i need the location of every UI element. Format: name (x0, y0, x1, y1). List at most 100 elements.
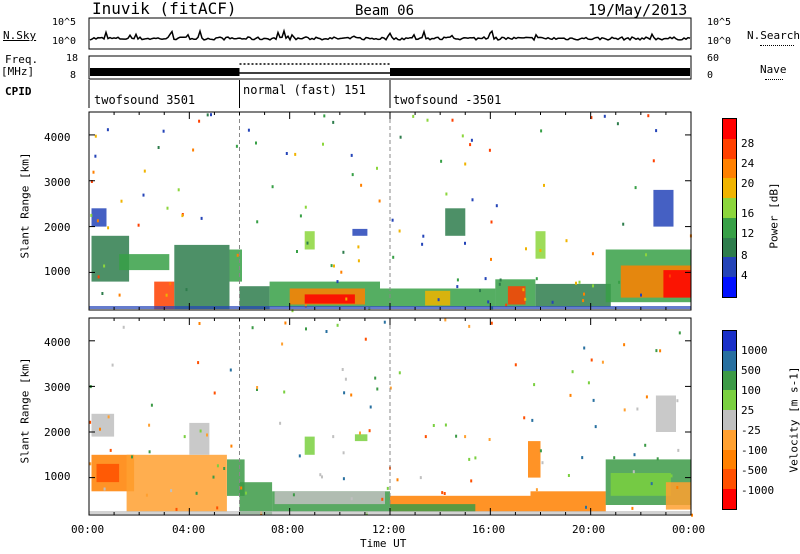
velocity-speckle (424, 435, 427, 439)
power-cb-tick-16: 16 (741, 207, 755, 220)
velocity-speckle (535, 488, 538, 492)
velocity-speckle (342, 477, 345, 481)
power-speckle (645, 253, 647, 257)
velocity-ytick-1000: 1000 (44, 470, 71, 483)
velocity-speckle (223, 467, 226, 470)
power-speckle (285, 152, 288, 155)
power-speckle (505, 303, 508, 307)
power-speckle (330, 264, 333, 268)
velocity-speckle (256, 386, 259, 389)
power-speckle (296, 250, 298, 253)
power-speckle (118, 293, 121, 297)
nsky-lo-tick: 10^0 (52, 36, 77, 47)
power-speckle (498, 282, 501, 286)
velocity-speckle (632, 470, 635, 474)
power-speckle (524, 297, 527, 301)
power-ytick-1000: 1000 (44, 265, 71, 278)
velocity-speckle (131, 455, 133, 459)
power-speckle (357, 259, 360, 263)
xtick-4: 16:00 (472, 523, 506, 536)
power-speckle (342, 250, 345, 254)
velocity-speckle (691, 513, 693, 517)
freq-strip-frame (88, 55, 692, 80)
power-speckle (271, 185, 274, 189)
velocity-speckle (369, 405, 372, 409)
power-speckle (192, 148, 195, 152)
velocity-speckle (633, 453, 636, 457)
power-speckle (304, 205, 307, 209)
velocity-speckle (279, 421, 282, 425)
velocity-speckle (533, 383, 536, 387)
freq-lo-tick: 8 (70, 70, 77, 81)
colorbar-swatch (723, 331, 736, 351)
colorbar-swatch (723, 257, 736, 278)
velocity-cb-tick-100: 100 (741, 384, 761, 397)
power-cb-tick-8: 8 (741, 249, 748, 262)
power-speckle (90, 180, 93, 183)
power-speckle (120, 199, 123, 203)
power-echo-region-11 (352, 228, 368, 236)
velocity-speckle (343, 391, 346, 395)
power-speckle (376, 166, 378, 170)
velocity-ytick-2000: 2000 (44, 426, 71, 439)
velocity-echo-region-16 (610, 473, 671, 496)
power-speckle (412, 114, 415, 118)
power-speckle (543, 183, 545, 187)
xtick-0: 00:00 (71, 523, 105, 536)
power-speckle (445, 192, 448, 196)
power-echo-region-10 (304, 231, 315, 250)
power-speckle (200, 216, 203, 220)
velocity-speckle (305, 327, 307, 331)
nsky-strip-frame (88, 17, 692, 50)
nsky-label: N.Sky (3, 29, 37, 42)
power-speckle (451, 118, 454, 122)
power-speckle (499, 278, 502, 282)
power-speckle (652, 159, 655, 163)
date-title: 19/May/2013 (588, 1, 688, 19)
freq-label: Freq. (5, 53, 39, 66)
power-speckle (540, 129, 543, 133)
velocity-speckle (474, 456, 477, 460)
power-speckle (565, 239, 568, 243)
velocity-colorbar (722, 330, 737, 510)
velocity-cb-label: Velocity [m s-1] (787, 366, 800, 473)
colorbar-swatch (723, 178, 736, 199)
power-speckle (456, 278, 459, 282)
power-speckle (306, 241, 309, 245)
xtick-5: 20:00 (572, 523, 606, 536)
velocity-speckle (368, 429, 371, 433)
velocity-speckle (396, 478, 399, 482)
velocity-speckle (455, 434, 458, 438)
power-colorbar (722, 118, 737, 298)
velocity-echo-region-6 (239, 482, 273, 515)
xtick-6: 00:00 (672, 523, 706, 536)
velocity-speckle (103, 487, 106, 491)
power-speckle (668, 274, 671, 278)
power-speckle (590, 116, 593, 120)
power-speckle (488, 148, 491, 152)
power-speckle (332, 120, 335, 124)
power-speckle (378, 199, 381, 203)
velocity-speckle (198, 322, 201, 325)
power-speckle (539, 249, 542, 252)
colorbar-swatch (723, 237, 736, 258)
power-speckle (92, 170, 95, 174)
velocity-speckle (319, 473, 322, 477)
power-speckle (426, 118, 429, 122)
velocity-speckle (376, 387, 379, 391)
power-speckle (157, 146, 160, 149)
power-speckle (634, 186, 637, 190)
velocity-speckle (587, 381, 590, 385)
velocity-speckle (631, 506, 634, 510)
velocity-echo-region-12 (390, 504, 476, 512)
power-ytick-4000: 4000 (44, 131, 71, 144)
velocity-speckle (659, 349, 662, 353)
velocity-speckle (650, 482, 653, 486)
velocity-speckle (585, 505, 587, 509)
colorbar-swatch (723, 370, 736, 391)
velocity-speckle (468, 324, 471, 328)
beam-title: Beam 06 (355, 3, 415, 19)
velocity-speckle (613, 456, 616, 460)
power-speckle (177, 188, 180, 192)
nsearch-lo-tick: 10^0 (707, 36, 732, 47)
